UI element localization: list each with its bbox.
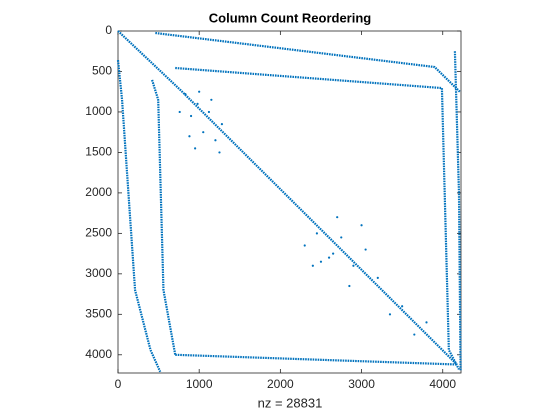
nonzero-point bbox=[188, 135, 191, 138]
nonzero-point bbox=[196, 102, 199, 105]
nonzero-point bbox=[332, 252, 335, 255]
nonzero-point bbox=[218, 151, 221, 154]
nonzero-point bbox=[336, 216, 339, 219]
nonzero-point bbox=[364, 248, 367, 251]
nonzero-point bbox=[220, 122, 224, 126]
nonzero-band bbox=[117, 30, 458, 366]
nonzero-point bbox=[319, 260, 323, 263]
x-tick-label: 0 bbox=[115, 377, 122, 391]
x-tick-label: 1000 bbox=[186, 377, 213, 391]
y-tick-label: 4000 bbox=[85, 347, 112, 361]
nonzero-point bbox=[184, 93, 187, 96]
x-tick-label: 4000 bbox=[429, 377, 456, 391]
nonzero-point bbox=[352, 264, 355, 267]
nonzero-point bbox=[189, 114, 193, 118]
y-tick-label: 500 bbox=[92, 64, 112, 78]
y-tick-label: 1500 bbox=[85, 145, 112, 159]
nonzero-point bbox=[178, 110, 181, 114]
nonzero-point bbox=[401, 305, 404, 308]
y-tick-label: 2500 bbox=[85, 226, 112, 240]
nonzero-point bbox=[214, 139, 217, 142]
x-tick-label: 2000 bbox=[267, 377, 294, 391]
x-tick-label: 3000 bbox=[348, 377, 375, 391]
nonzero-point bbox=[327, 256, 331, 259]
nonzero-point bbox=[413, 333, 416, 336]
nonzero-point bbox=[194, 147, 197, 150]
nonzero-point bbox=[360, 224, 363, 227]
x-axis-label: nz = 28831 bbox=[258, 395, 323, 410]
nonzero-point bbox=[348, 284, 351, 288]
y-tick-label: 2000 bbox=[85, 185, 112, 199]
nonzero-band bbox=[155, 31, 461, 93]
nonzero-point bbox=[315, 232, 318, 235]
chart-title: Column Count Reordering bbox=[209, 10, 372, 25]
y-tick-label: 3000 bbox=[85, 266, 112, 280]
plot-area bbox=[117, 30, 462, 374]
nonzero-point bbox=[210, 98, 213, 101]
nonzero-band bbox=[175, 66, 460, 370]
nonzero-band bbox=[151, 79, 177, 355]
y-tick-label: 1000 bbox=[85, 104, 112, 118]
y-tick-label: 0 bbox=[105, 23, 112, 37]
nonzero-band bbox=[175, 353, 457, 366]
y-tick-label: 3500 bbox=[85, 306, 112, 320]
nonzero-band bbox=[116, 60, 162, 373]
nonzero-point bbox=[303, 244, 306, 247]
nonzero-point bbox=[376, 276, 379, 279]
nonzero-point bbox=[311, 264, 314, 267]
nonzero-point bbox=[207, 110, 211, 114]
nonzero-point bbox=[202, 131, 205, 134]
nonzero-point bbox=[425, 321, 428, 324]
nonzero-band bbox=[453, 51, 462, 371]
nonzero-point bbox=[198, 90, 201, 93]
nonzero-point bbox=[340, 236, 343, 239]
nonzero-point bbox=[388, 313, 392, 316]
